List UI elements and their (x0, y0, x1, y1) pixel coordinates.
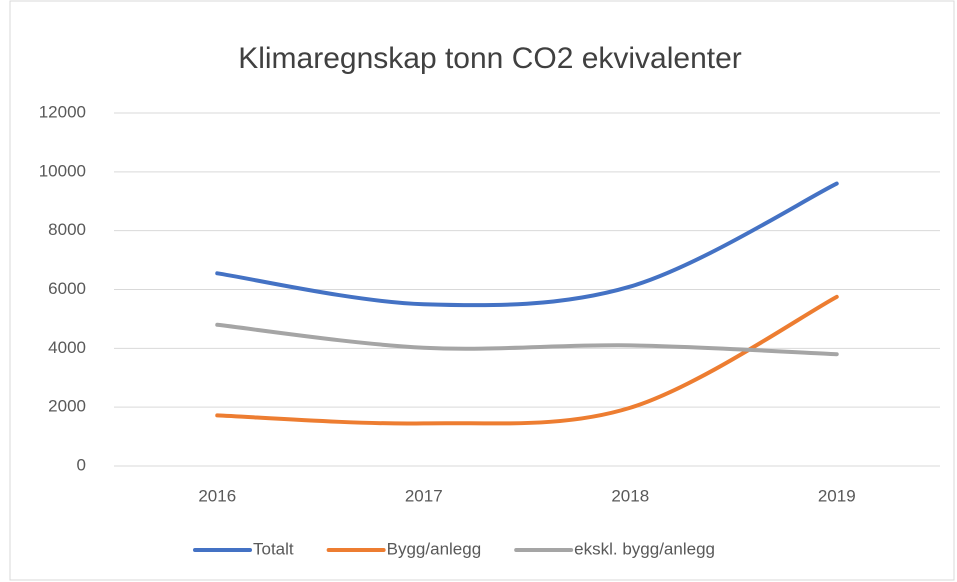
chart-title: Klimaregnskap tonn CO2 ekvivalenter (238, 42, 742, 75)
x-tick-label: 2019 (818, 486, 856, 505)
legend-label: Bygg/anlegg (387, 539, 482, 558)
series-line (215, 322, 839, 357)
series-line (215, 181, 839, 308)
x-tick-label: 2018 (611, 486, 649, 505)
y-tick-label: 10000 (39, 161, 86, 180)
y-tick-label: 4000 (48, 338, 86, 357)
y-tick-label: 2000 (48, 397, 86, 416)
legend-label: ekskl. bygg/anlegg (574, 539, 715, 558)
x-tick-label: 2016 (198, 486, 236, 505)
x-tick-label: 2017 (405, 486, 443, 505)
y-tick-label: 8000 (48, 220, 86, 239)
legend-label: Totalt (253, 539, 294, 558)
chart-frame (9, 0, 955, 581)
y-tick-label: 0 (77, 455, 86, 474)
y-tick-label: 12000 (39, 102, 86, 121)
y-tick-label: 6000 (48, 279, 86, 298)
